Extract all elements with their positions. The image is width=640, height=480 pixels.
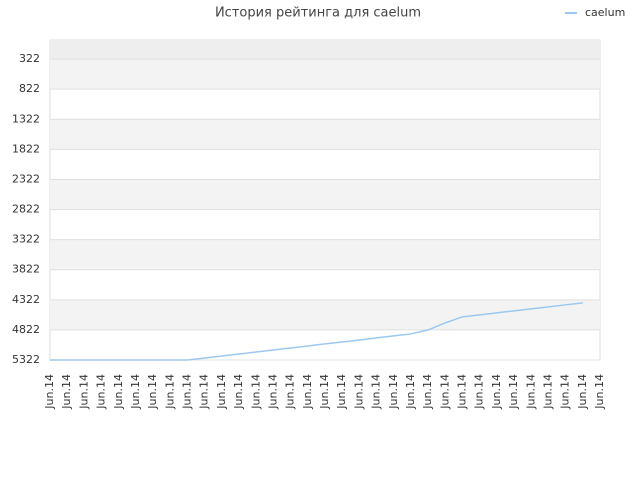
- y-tick-label: 1322: [12, 112, 40, 125]
- y-tick-label: 4322: [12, 293, 40, 306]
- band: [50, 40, 600, 60]
- x-tick-label: Jun.14: [43, 374, 56, 410]
- band: [50, 59, 600, 90]
- band: [50, 179, 600, 210]
- x-tick-label: Jun.14: [335, 374, 348, 410]
- x-tick-label: Jun.14: [370, 374, 383, 410]
- x-tick-label: Jun.14: [593, 374, 606, 410]
- x-tick-label: Jun.14: [112, 374, 125, 410]
- x-tick-label: Jun.14: [524, 374, 537, 410]
- band: [50, 239, 600, 270]
- y-tick-label: 4822: [12, 323, 40, 336]
- x-tick-label: Jun.14: [60, 374, 73, 410]
- series-line: [50, 302, 583, 361]
- y-tick-label: 822: [19, 82, 40, 95]
- x-tick-label: Jun.14: [249, 374, 262, 410]
- x-tick-label: Jun.14: [232, 374, 245, 410]
- x-tick-label: Jun.14: [318, 374, 331, 410]
- x-tick-label: Jun.14: [473, 374, 486, 410]
- x-tick-label: Jun.14: [541, 374, 554, 410]
- x-tick-label: Jun.14: [490, 374, 503, 410]
- band: [50, 119, 600, 150]
- y-tick-label: 2322: [12, 172, 40, 185]
- x-tick-label: Jun.14: [301, 374, 314, 410]
- x-tick-label: Jun.14: [404, 374, 417, 410]
- x-tick-label: Jun.14: [352, 374, 365, 410]
- y-tick-label: 1822: [12, 142, 40, 155]
- x-tick-label: Jun.14: [95, 374, 108, 410]
- x-tick-label: Jun.14: [387, 374, 400, 410]
- y-tick-label: 2822: [12, 203, 40, 216]
- x-tick-label: Jun.14: [198, 374, 211, 410]
- x-tick-label: Jun.14: [163, 374, 176, 410]
- x-tick-label: Jun.14: [129, 374, 142, 410]
- x-tick-label: Jun.14: [456, 374, 469, 410]
- y-tick-label: 3322: [12, 233, 40, 246]
- x-tick-label: Jun.14: [77, 374, 90, 410]
- x-tick-label: Jun.14: [284, 374, 297, 410]
- x-tick-label: Jun.14: [438, 374, 451, 410]
- x-tick-label: Jun.14: [266, 374, 279, 410]
- x-tick-label: Jun.14: [507, 374, 520, 410]
- x-tick-label: Jun.14: [215, 374, 228, 410]
- band: [50, 299, 600, 330]
- x-tick-label: Jun.14: [181, 374, 194, 410]
- x-tick-label: Jun.14: [576, 374, 589, 410]
- chart-title: История рейтинга для caelum: [215, 6, 421, 21]
- y-tick-label: 322: [19, 52, 40, 65]
- legend-label: caelum: [585, 6, 625, 19]
- x-tick-label: Jun.14: [146, 374, 159, 410]
- y-tick-label: 3822: [12, 263, 40, 276]
- x-tick-label: Jun.14: [559, 374, 572, 410]
- y-tick-label: 5322: [12, 353, 40, 366]
- x-tick-label: Jun.14: [421, 374, 434, 410]
